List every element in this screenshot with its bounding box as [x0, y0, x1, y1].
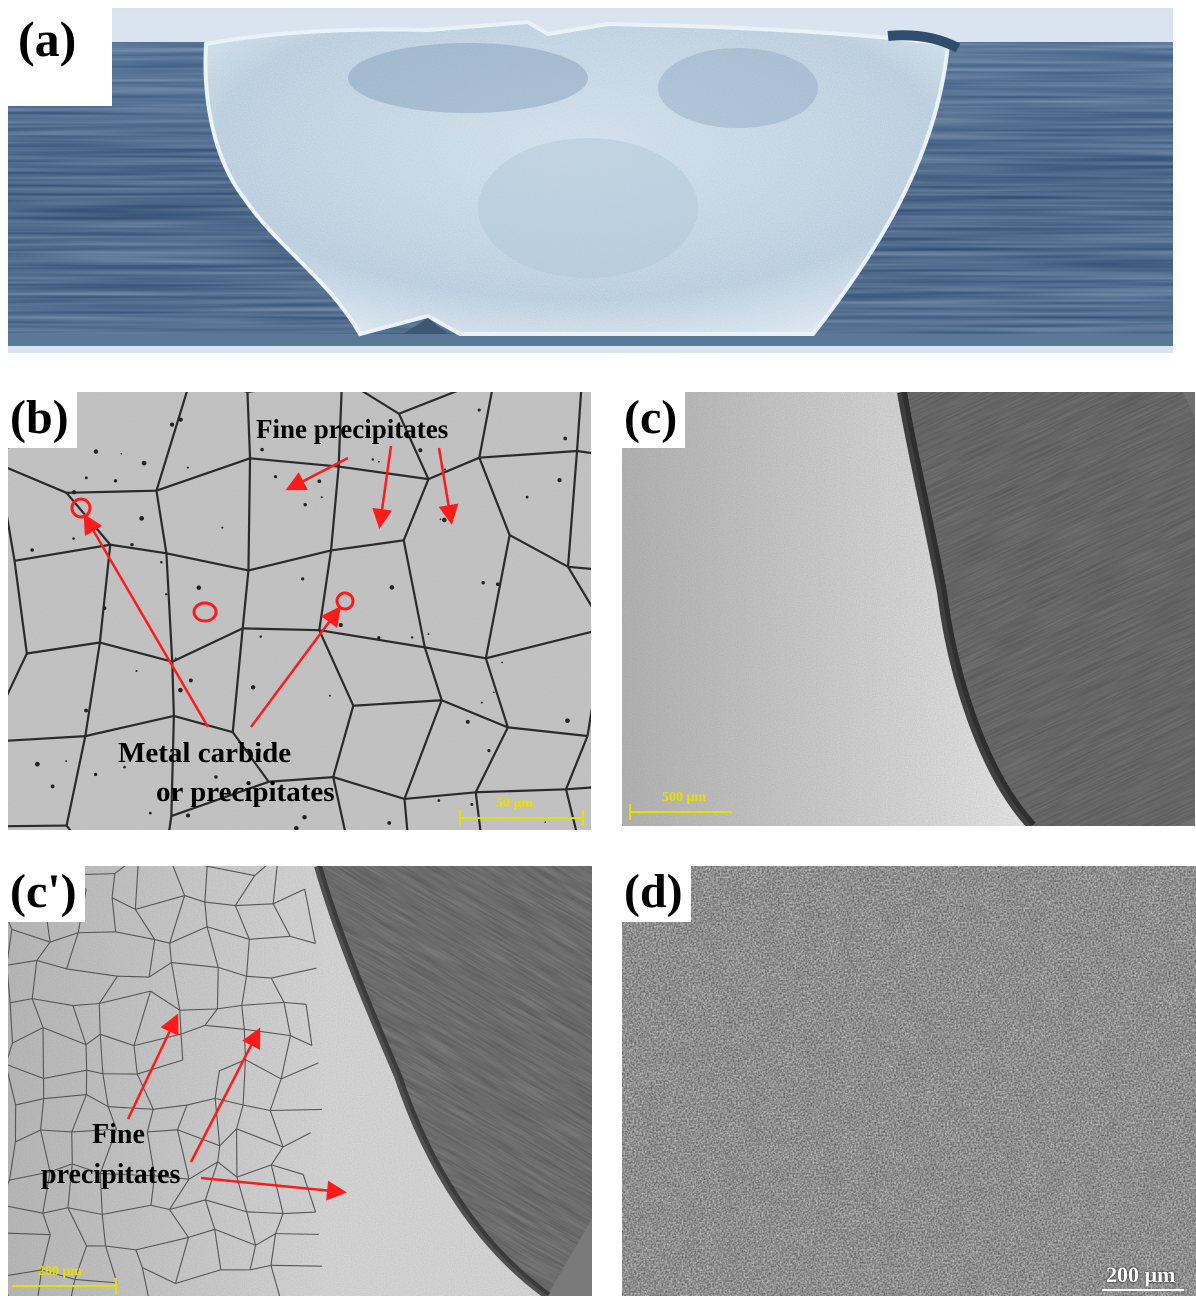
panel-d: (d) 200 μm — [622, 866, 1196, 1296]
scale-label-b: 50 μm — [496, 796, 534, 811]
panel-c-label: (c) — [622, 392, 686, 448]
micrograph-d — [622, 866, 1196, 1296]
metal-carbide-label-line2: or precipitates — [156, 776, 335, 808]
micrograph-c — [622, 392, 1195, 826]
fine-label-line2: precipitates — [41, 1159, 181, 1190]
panel-d-label: (d) — [622, 866, 691, 922]
micrograph-b — [8, 392, 591, 830]
panel-b: (b) Fine precipitates Metal carbide or p… — [8, 392, 591, 830]
panel-a-label: (a) — [8, 8, 112, 106]
scale-label-c: 500 μm — [662, 790, 707, 805]
scale-label-c-prime: 200 μm — [38, 1264, 83, 1279]
weld-macrograph — [8, 8, 1173, 353]
fine-precipitates-label: Fine precipitates — [256, 414, 449, 444]
panel-b-label: (b) — [8, 392, 77, 448]
panel-c: (c) 500 μm — [622, 392, 1195, 826]
scale-bar-c — [629, 804, 732, 820]
panel-c-prime-label: (c') — [8, 866, 85, 922]
metal-carbide-label-line1: Metal carbide — [118, 737, 292, 769]
panel-c-prime: (c') Fine precipitates 200 μm — [8, 866, 592, 1296]
scale-bar-c-prime — [12, 1278, 117, 1294]
micrograph-c-prime — [8, 866, 592, 1296]
panel-a: (a) — [8, 8, 1173, 353]
fine-label-line1: Fine — [92, 1119, 145, 1150]
scale-label-d: 200 μm — [1106, 1262, 1176, 1287]
